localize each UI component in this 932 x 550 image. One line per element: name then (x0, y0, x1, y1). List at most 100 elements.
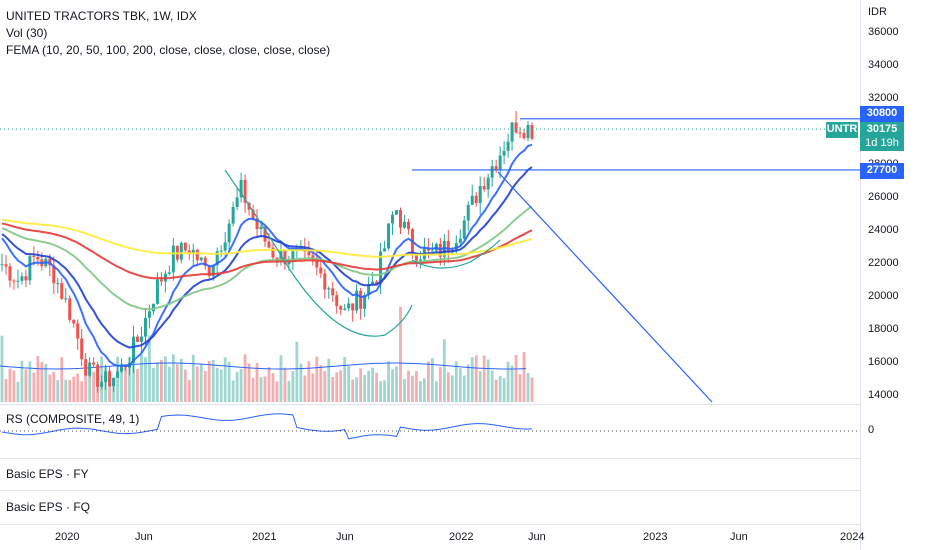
candle-body (28, 256, 32, 281)
pane-separator-eps-fq[interactable] (0, 490, 860, 491)
candle-body (379, 251, 383, 284)
volume-bar (514, 354, 518, 402)
chart-title: UNITED TRACTORS TBK, 1W, IDX (6, 9, 197, 23)
volume-bar (148, 335, 151, 402)
candle-body (347, 303, 351, 309)
candle-body (387, 223, 391, 249)
time-tick-label: Jun (528, 531, 546, 543)
candle-body (367, 284, 371, 296)
candle-body (135, 336, 139, 342)
ema-100-line (1, 222, 533, 280)
candle-body (283, 250, 287, 265)
volume-bar (16, 381, 20, 402)
volume-legend[interactable]: Vol (30) (6, 26, 48, 40)
time-tick-label: 2021 (252, 531, 277, 543)
volume-bar (259, 377, 263, 402)
candle-body (271, 247, 275, 258)
candle-body (482, 186, 486, 190)
candle-body (139, 336, 143, 342)
candle-body (371, 281, 375, 285)
volume-bar (351, 379, 355, 402)
volume-bar (490, 370, 494, 402)
volume-bar (227, 361, 231, 402)
volume-bar (403, 379, 406, 402)
candle-body (36, 257, 40, 260)
volume-bar (263, 376, 267, 402)
candle-body (315, 261, 319, 268)
volume-bar (434, 381, 438, 402)
candle-body (191, 249, 195, 254)
candle-body (8, 266, 12, 281)
candle-body (355, 290, 359, 311)
volume-bar (407, 370, 410, 402)
volume-bar (239, 368, 243, 402)
volume-ma-line (0, 362, 527, 370)
volume-bar (163, 356, 167, 402)
price-chart-canvas[interactable] (0, 0, 860, 524)
symbol-tag: UNTR (826, 122, 858, 138)
volume-bar (44, 364, 48, 402)
candle-body (32, 256, 36, 258)
candle-body (351, 303, 355, 311)
volume-bar (391, 369, 394, 402)
volume-bar (56, 379, 60, 402)
volume-bar (28, 361, 32, 402)
candle-body (195, 249, 199, 261)
candle-body (307, 251, 311, 256)
candle-body (108, 371, 112, 387)
volume-bar (522, 352, 526, 402)
candle-body (147, 311, 151, 318)
volume-bar (323, 370, 327, 402)
candle-body (466, 204, 470, 221)
volume-bar (171, 354, 175, 402)
pane-separator-rs[interactable] (0, 404, 860, 405)
eps-fy-legend[interactable]: Basic EPS · FY (6, 467, 89, 481)
volume-bar (327, 358, 331, 402)
candle-body (52, 265, 56, 284)
volume-bar (128, 356, 131, 402)
volume-bar (307, 361, 311, 402)
candle-body (263, 226, 267, 242)
candle-body (116, 371, 120, 378)
cup-pattern-curve (224, 169, 413, 337)
candle-body (518, 132, 522, 134)
volume-bar (371, 367, 375, 402)
volume-bar (450, 375, 454, 402)
volume-bar (84, 365, 88, 402)
volume-bar (195, 366, 199, 402)
time-axis-border (0, 524, 860, 525)
volume-bar (159, 359, 163, 402)
rs-legend[interactable]: RS (COMPOSITE, 49, 1) (6, 412, 140, 426)
candle-body (56, 283, 60, 285)
volume-bar (271, 373, 275, 402)
pane-separator-eps-fy[interactable] (0, 458, 860, 459)
price-tick-label: 24000 (868, 224, 899, 236)
candle-body (335, 295, 339, 307)
volume-bar (518, 374, 522, 402)
candle-body (259, 226, 263, 230)
volume-bar (458, 368, 462, 402)
volume-bar (215, 367, 219, 402)
volume-bar (156, 362, 159, 402)
volume-bar (183, 369, 187, 402)
volume-bar (339, 370, 343, 402)
eps-fq-legend[interactable]: Basic EPS · FQ (6, 500, 91, 514)
support-price-tag: 27700 (860, 163, 904, 179)
volume-bar (426, 361, 430, 402)
volume-bar (482, 355, 486, 402)
candle-body (494, 166, 498, 170)
candle-body (363, 295, 367, 309)
volume-bar (219, 369, 223, 402)
volume-bar (375, 372, 378, 402)
volume-bar (275, 381, 279, 402)
candle-body (323, 273, 327, 290)
rs-line (1, 413, 533, 440)
price-tick-label: 36000 (868, 26, 899, 38)
candle-body (223, 242, 227, 251)
volume-bar (20, 360, 24, 402)
time-tick-label: Jun (730, 531, 748, 543)
fema-legend[interactable]: FEMA (10, 20, 50, 100, 200, close, close… (6, 43, 331, 57)
volume-bar (32, 372, 36, 402)
volume-bar (211, 360, 215, 402)
candle-body (104, 371, 108, 383)
